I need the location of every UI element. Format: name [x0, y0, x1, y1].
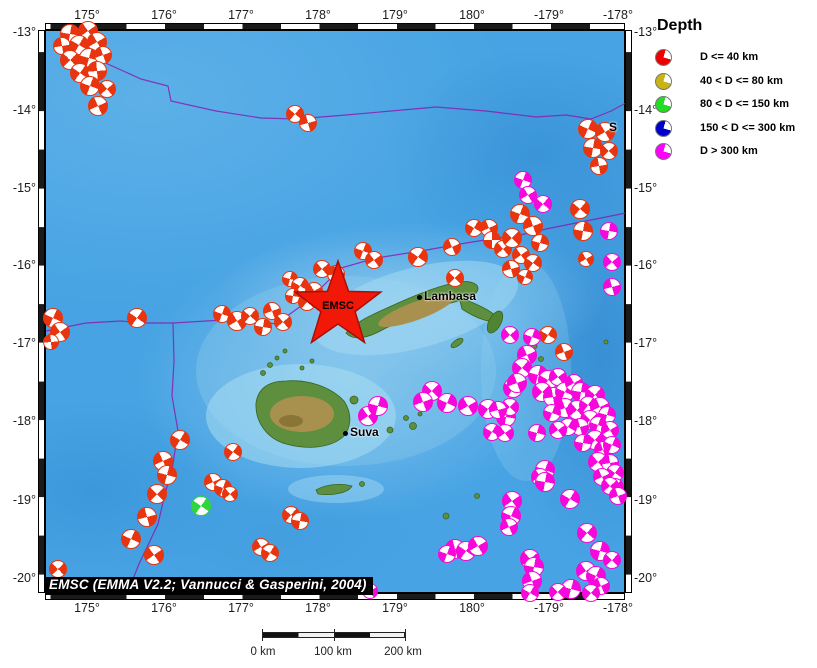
legend-beachball-icon [655, 96, 672, 113]
scale-bar-tick [262, 629, 263, 641]
legend-item-label: 40 < D <= 80 km [700, 74, 783, 87]
city-label: Lambasa [424, 289, 477, 303]
right-axis-label: -13° [634, 25, 658, 39]
right-axis-label: -18° [634, 414, 658, 428]
left-axis-label: -18° [12, 414, 36, 428]
right-axis-label: -15° [634, 181, 658, 195]
bottom-axis-label: 177° [228, 601, 254, 615]
legend-item-label: D <= 40 km [700, 51, 759, 63]
bottom-axis-label: -178° [602, 601, 634, 615]
city-label: Suva [350, 425, 379, 439]
left-axis-label: -14° [12, 103, 36, 117]
bottom-axis-label: -179° [533, 601, 565, 615]
legend-item-label: 150 < D <= 300 km [700, 121, 796, 134]
right-axis-label: -20° [634, 571, 658, 585]
top-axis-label: -179° [533, 8, 565, 22]
legend-item: 40 < D <= 80 km [645, 72, 817, 93]
scale-bar-label: 0 km [250, 646, 276, 658]
top-axis-label: 176° [151, 8, 177, 22]
top-axis-label: 177° [228, 8, 254, 22]
scale-bar-label: 200 km [384, 646, 422, 658]
frame-band-right [625, 30, 632, 593]
right-axis-label: -14° [634, 103, 658, 117]
right-axis-label: -17° [634, 336, 658, 350]
attribution-banner: EMSC (EMMA V2.2; Vannucci & Gasperini, 2… [45, 577, 373, 595]
city-dot [343, 431, 348, 436]
scale-bar-tick [405, 629, 406, 641]
map-overlay-svg [46, 60, 626, 590]
bottom-axis-label: 179° [382, 601, 408, 615]
legend-title: Depth [657, 17, 703, 34]
left-axis-label: -13° [12, 25, 36, 39]
legend-item: D <= 40 km [645, 49, 817, 69]
legend-item: 80 < D <= 150 km [645, 96, 817, 116]
top-axis-label: 178° [305, 8, 331, 22]
bottom-axis-label: 180° [459, 601, 485, 615]
legend-item-label: D > 300 km [700, 145, 758, 157]
star-label: EMSC [322, 300, 354, 312]
frame-band-top [45, 23, 625, 30]
top-axis-label: 179° [382, 8, 408, 22]
legend-beachball-icon [655, 143, 672, 160]
left-axis-label: -16° [12, 258, 36, 272]
frame-band-left [38, 30, 45, 593]
scale-bar-label: 100 km [314, 646, 352, 658]
left-axis-label: -15° [12, 181, 36, 195]
islands [255, 281, 609, 520]
left-axis-label: -20° [12, 571, 36, 585]
left-axis-label: -17° [12, 336, 36, 350]
legend-beachball-icon [655, 49, 672, 66]
top-axis-label: 175° [74, 8, 100, 22]
top-axis-label: -178° [602, 8, 634, 22]
scale-bar-tick [333, 629, 335, 641]
bottom-axis-label: 175° [74, 601, 100, 615]
legend-beachball-icon [655, 119, 672, 137]
city-dot [417, 295, 422, 300]
legend-item: D > 300 km [645, 143, 817, 163]
emsc-star: EMSC [293, 258, 383, 345]
right-axis-label: -16° [634, 258, 658, 272]
city-label: S [609, 120, 618, 134]
legend-item: 150 < D <= 300 km [645, 119, 817, 140]
legend-beachball-icon [655, 72, 672, 90]
bottom-axis-label: 176° [151, 601, 177, 615]
bottom-axis-label: 178° [305, 601, 331, 615]
right-axis-label: -19° [634, 493, 658, 507]
left-axis-label: -19° [12, 493, 36, 507]
top-axis-label: 180° [459, 8, 485, 22]
legend-item-label: 80 < D <= 150 km [700, 98, 789, 110]
